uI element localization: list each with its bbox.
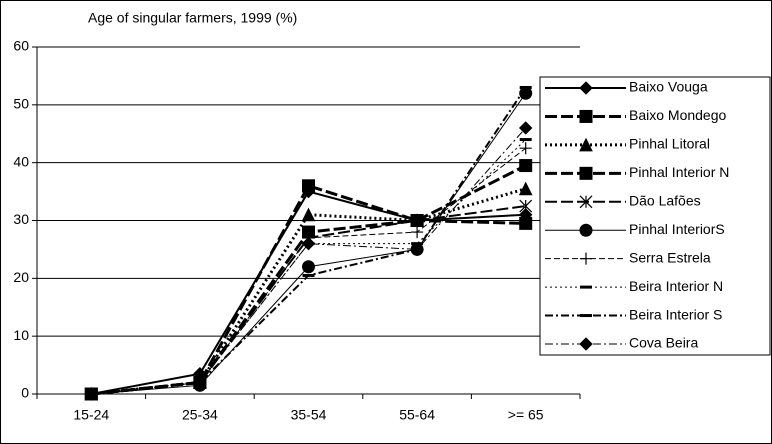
legend-marker	[579, 81, 593, 95]
legend-box	[539, 76, 771, 356]
chart-title: Age of singular farmers, 1999 (%)	[88, 10, 297, 26]
y-tick-label: 30	[13, 211, 29, 227]
x-tick-label: 35-54	[291, 407, 327, 423]
legend-label: Baixo Mondego	[629, 107, 727, 123]
legend-label: Cova Beira	[629, 335, 698, 351]
data-point	[411, 226, 424, 239]
legend-label: Pinhal Interior N	[629, 164, 729, 180]
data-point	[193, 375, 207, 390]
legend-label: Dão Lafões	[629, 192, 701, 208]
data-point	[519, 159, 533, 173]
y-tick-label: 0	[21, 385, 29, 401]
x-tick-label: 25-34	[182, 407, 218, 423]
y-tick-label: 50	[13, 96, 29, 112]
data-point	[302, 260, 315, 274]
data-point	[410, 242, 424, 257]
data-point	[301, 236, 316, 251]
legend-marker	[579, 337, 593, 351]
x-tick-label: 55-64	[399, 407, 435, 423]
x-tick-label: 15-24	[73, 407, 109, 423]
data-point	[302, 179, 315, 193]
legend-marker	[579, 137, 593, 152]
legend-label: Pinhal InteriorS	[629, 221, 725, 237]
legend-marker	[579, 166, 593, 180]
data-point	[519, 216, 533, 230]
y-tick-label: 10	[13, 327, 29, 343]
y-tick-label: 60	[13, 38, 29, 54]
legend-label: Serra Estrela	[629, 249, 711, 265]
y-tick-label: 40	[13, 153, 29, 169]
legend-marker	[579, 195, 593, 209]
y-tick-label: 20	[13, 269, 29, 285]
legend-marker	[579, 109, 593, 123]
data-point	[301, 207, 316, 222]
legend-label: Pinhal Litoral	[629, 136, 710, 152]
legend-label: Beira Interior S	[629, 306, 722, 322]
legend-label: Beira Interior N	[629, 278, 723, 294]
data-point	[519, 142, 532, 155]
data-point	[518, 121, 533, 135]
data-point	[84, 387, 99, 401]
data-point	[410, 214, 424, 227]
data-point	[519, 199, 533, 213]
legend-label: Baixo Vouga	[629, 79, 708, 95]
legend-marker	[579, 223, 593, 237]
data-point	[518, 181, 533, 196]
series-line	[91, 127, 527, 395]
x-tick-label: >= 65	[508, 407, 544, 423]
series-line	[91, 187, 527, 396]
legend-marker	[580, 252, 592, 265]
